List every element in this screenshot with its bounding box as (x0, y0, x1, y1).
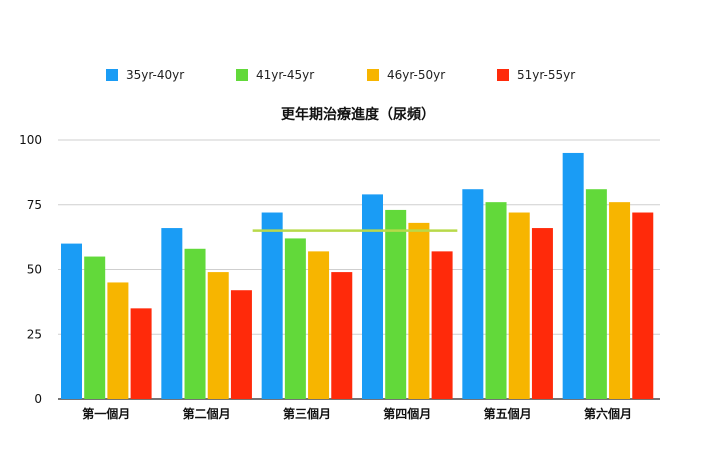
legend: 35yr-40yr 41yr-45yr 46yr-50yr 51yr-55yr (0, 66, 716, 84)
bar (161, 228, 183, 399)
y-tick-label: 0 (34, 392, 42, 406)
bar (462, 189, 484, 399)
bar (107, 282, 129, 399)
bar (130, 308, 152, 399)
legend-swatch (106, 69, 118, 81)
bar (508, 212, 530, 399)
bar (385, 209, 407, 399)
x-tick-label: 第二個月 (183, 406, 231, 421)
bar (284, 238, 306, 399)
bar (562, 152, 584, 399)
legend-label: 35yr-40yr (126, 68, 185, 82)
chart-title: 更年期治療進度（尿頻） (281, 107, 435, 123)
bar (230, 290, 252, 399)
bar (308, 251, 330, 399)
bar (362, 194, 383, 399)
legend-item-41-45: 41yr-45yr (236, 66, 314, 84)
bar (84, 256, 106, 399)
x-tick-label: 第五個月 (484, 406, 532, 421)
bar (207, 272, 229, 399)
legend-item-46-50: 46yr-50yr (367, 66, 445, 84)
bar (585, 189, 607, 399)
y-tick-label: 25 (27, 327, 42, 341)
legend-swatch (236, 69, 248, 81)
bar (431, 251, 453, 399)
y-tick-label: 50 (27, 263, 42, 277)
x-tick-label: 第六個月 (584, 406, 632, 421)
legend-item-35-40: 35yr-40yr (106, 66, 184, 84)
legend-swatch (367, 69, 379, 81)
x-tick-label: 第一個月 (82, 406, 130, 421)
legend-label: 41yr-45yr (256, 68, 315, 82)
bar (408, 222, 430, 399)
legend-label: 46yr-50yr (387, 68, 446, 82)
x-tick-label: 第三個月 (283, 406, 331, 421)
y-tick-label: 75 (27, 198, 42, 212)
bar (632, 212, 654, 399)
bar (61, 243, 82, 399)
x-tick-label: 第四個月 (383, 406, 431, 421)
legend-swatch (497, 69, 509, 81)
legend-label: 51yr-55yr (517, 68, 576, 82)
bar (331, 272, 353, 399)
y-tick-label: 100 (19, 133, 42, 147)
bar (485, 202, 507, 399)
legend-item-51-55: 51yr-55yr (497, 66, 575, 84)
bar (261, 212, 283, 399)
bar (609, 202, 631, 399)
bar (184, 248, 206, 399)
bar (531, 228, 553, 399)
